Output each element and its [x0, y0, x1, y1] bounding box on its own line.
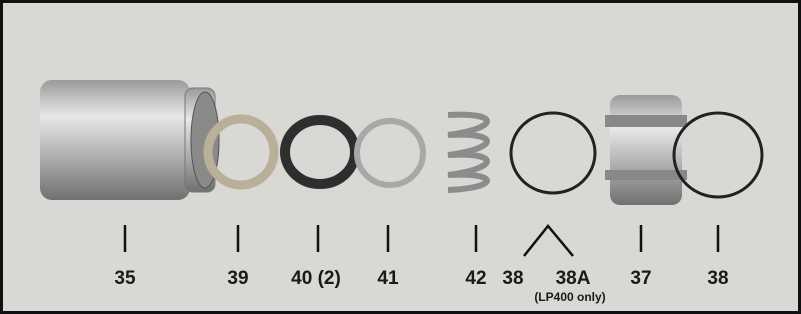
part-label: 35 [114, 268, 136, 289]
part-sleeve [40, 80, 219, 200]
part-label: 38 [707, 268, 728, 289]
part-note: (LP400 only) [534, 290, 605, 304]
part-label: 38A [556, 268, 591, 289]
parts-diagram: 35 39 40 (2) 41 42 38 38A 37 38 (LP400 o… [0, 0, 801, 314]
part-label: 37 [630, 268, 651, 289]
part-label: 38 [502, 268, 523, 289]
part-label: 41 [377, 268, 399, 289]
part-label: 40 (2) [291, 268, 341, 289]
part-label: 39 [227, 268, 248, 289]
part-label: 42 [465, 268, 486, 289]
